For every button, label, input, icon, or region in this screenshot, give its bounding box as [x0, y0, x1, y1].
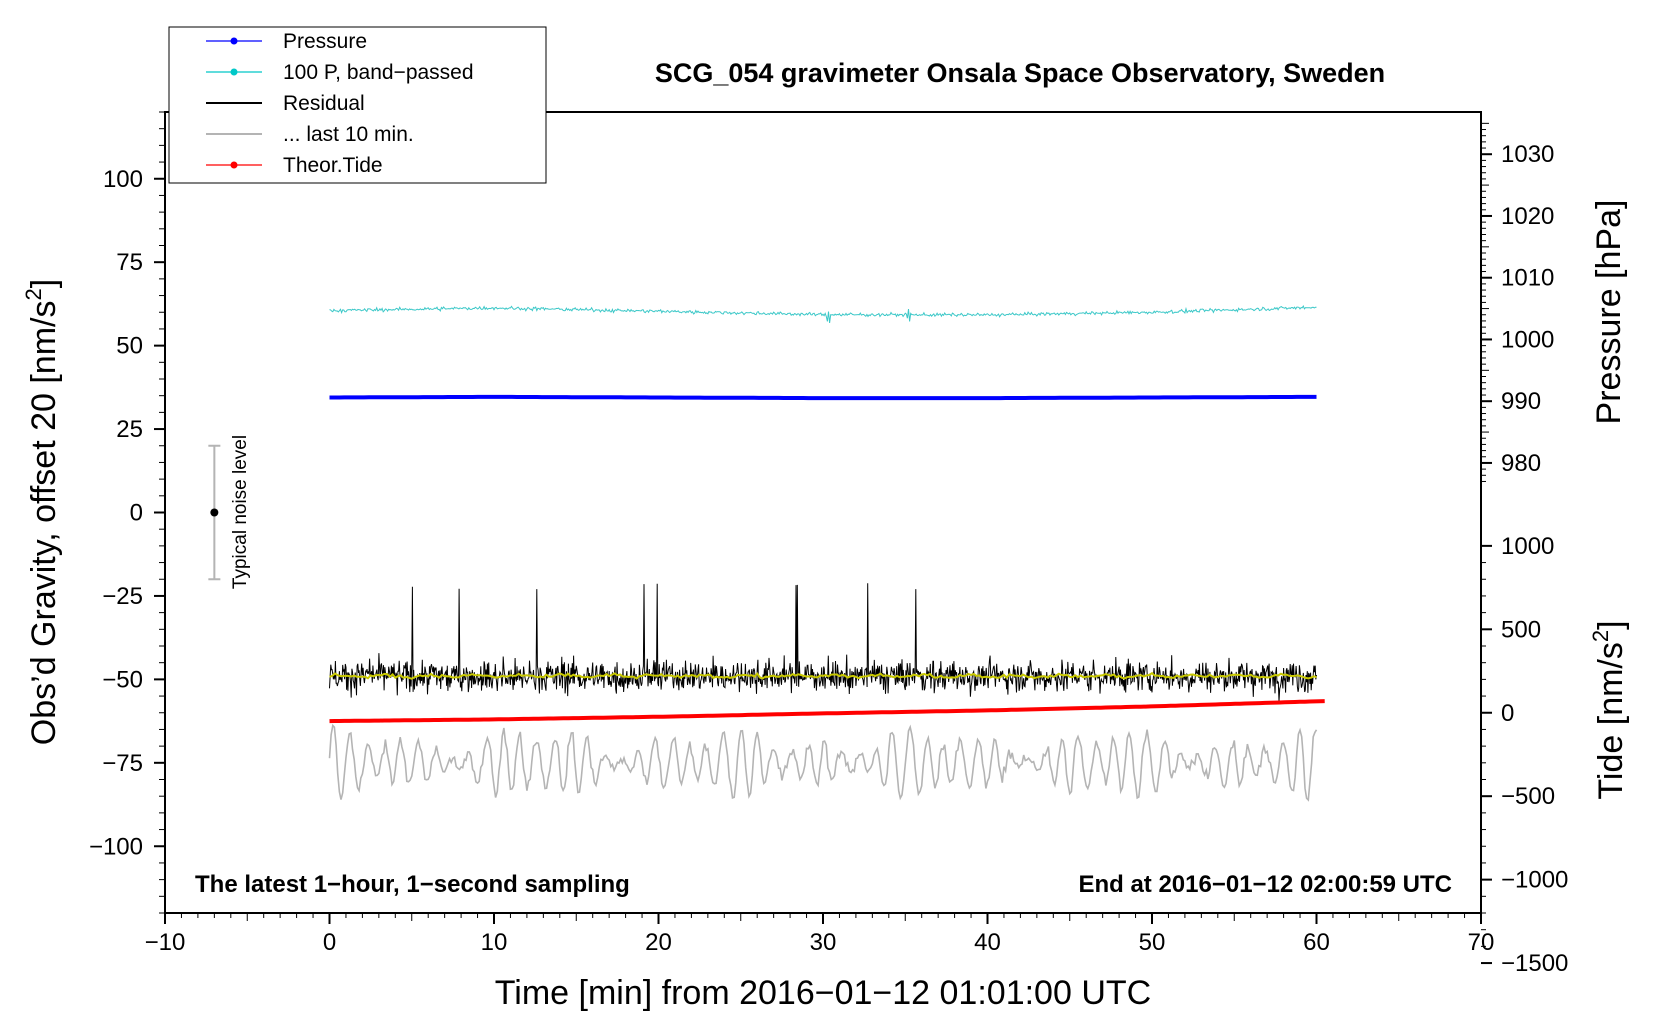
- noise-center-dot: [210, 508, 219, 517]
- series-pressure-bandpassed: [329, 305, 1317, 323]
- pressure-tick-label: 1020: [1501, 203, 1554, 230]
- tide-tick-label: 0: [1501, 700, 1514, 727]
- y-tick-label: 25: [116, 416, 143, 443]
- legend-swatch-marker: [230, 37, 238, 45]
- x-axis-title: Time [min] from 2016−01−12 01:01:00 UTC: [495, 974, 1151, 1012]
- pressure-tick-label: 1010: [1501, 265, 1554, 292]
- legend-swatch-marker: [230, 161, 238, 169]
- y-axis-title: Obs’d Gravity, offset 20 [nm/s2]: [21, 279, 63, 745]
- chart-title: SCG_054 gravimeter Onsala Space Observat…: [655, 58, 1385, 88]
- y-tick-label: −100: [89, 833, 143, 860]
- legend: Pressure 100 P, band−passed Residual ... la…: [168, 26, 547, 184]
- y-tick-label: 0: [130, 500, 143, 527]
- legend-label: Pressure: [283, 30, 367, 53]
- x-tick-label: −10: [145, 929, 186, 956]
- x-tick-label: 0: [323, 929, 336, 956]
- series-pressure: [329, 394, 1317, 401]
- x-tick-label: 30: [810, 929, 837, 956]
- x-tick-label: 20: [645, 929, 672, 956]
- series-residual-smoothed: [329, 671, 1317, 680]
- legend-label: 100 P, band−passed: [283, 61, 474, 84]
- legend-label: ... last 10 min.: [283, 123, 414, 146]
- tide-tick-label: 1000: [1501, 533, 1554, 560]
- noise-level-label: Typical noise level: [230, 435, 251, 589]
- pressure-axis-title: Pressure [hPa]: [1590, 200, 1628, 425]
- series-layer: [328, 305, 1325, 802]
- legend-box: [168, 26, 547, 184]
- tide-axis-title: Tide [nm/s2]: [1588, 620, 1630, 799]
- pressure-tick-label: 1000: [1501, 326, 1554, 353]
- noise-level-indicator: Typical noise level: [208, 435, 251, 589]
- y-tick-label: 100: [103, 166, 143, 193]
- legend-label: Theor.Tide: [283, 154, 383, 177]
- legend-label: Residual: [283, 92, 365, 115]
- series-theor-tide: [329, 699, 1325, 724]
- pressure-tick-label: 990: [1501, 388, 1541, 415]
- y-tick-label: −50: [102, 666, 143, 693]
- tide-tick-label: −500: [1501, 783, 1555, 810]
- y-tick-label: −25: [102, 583, 143, 610]
- pressure-tick-label: 980: [1501, 450, 1541, 477]
- x-tick-label: 10: [481, 929, 508, 956]
- y-tick-label: 50: [116, 333, 143, 360]
- tick-layer: −10 0 10 20 30 40 50 60 70−100−75−50−25025507510…: [89, 111, 1568, 977]
- tide-tick-label: −1500: [1501, 950, 1568, 977]
- y-tick-label: −75: [102, 750, 143, 777]
- x-tick-label: 60: [1303, 929, 1330, 956]
- tide-tick-label: 500: [1501, 616, 1541, 643]
- plot-frame: [164, 111, 1482, 914]
- annotation-end-time: End at 2016−01−12 02:00:59 UTC: [1078, 871, 1452, 898]
- tide-tick-label: −1000: [1501, 867, 1568, 894]
- annotation-sampling: The latest 1−hour, 1−second sampling: [195, 871, 630, 898]
- x-tick-label: 40: [974, 929, 1001, 956]
- x-tick-label: 70: [1468, 929, 1495, 956]
- x-tick-label: 50: [1139, 929, 1166, 956]
- y-tick-label: 75: [116, 249, 143, 276]
- series-last-10-min: [328, 723, 1318, 802]
- pressure-tick-label: 1030: [1501, 141, 1554, 168]
- series-residual: [329, 583, 1317, 702]
- legend-swatch-marker: [230, 68, 238, 76]
